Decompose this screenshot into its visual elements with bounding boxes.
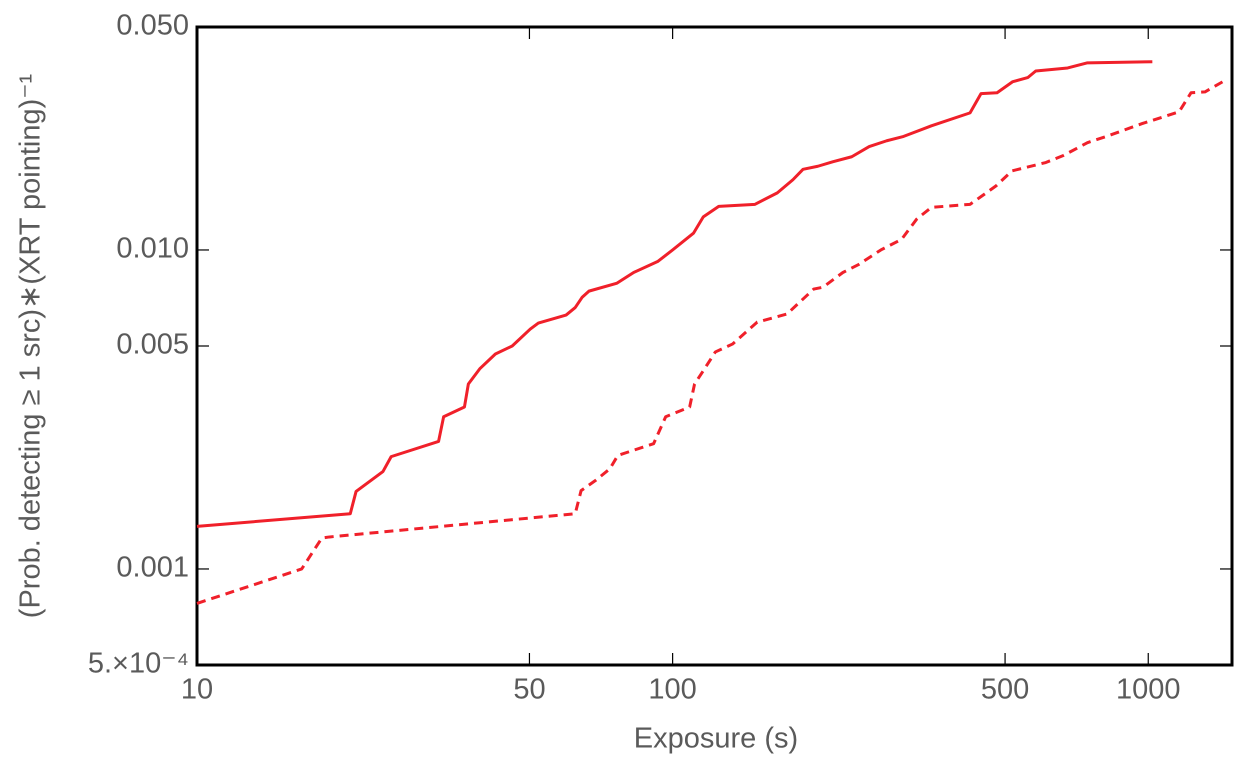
y-tick-label: 0.005 [116, 329, 189, 361]
x-tick-label: 50 [513, 674, 545, 706]
x-tick-label: 1000 [1116, 674, 1181, 706]
y-axis-label: (Prob. detecting ≥ 1 src)∗(XRT pointing)… [15, 73, 47, 618]
plot-frame [195, 25, 1234, 667]
data-line [196, 60, 1153, 528]
x-axis-label: Exposure (s) [634, 723, 798, 755]
x-tick-label: 100 [648, 674, 696, 706]
x-tick-label: 10 [181, 674, 213, 706]
y-tick-label: 5.×10⁻⁴ [88, 648, 189, 680]
y-tick-label: 0.001 [116, 552, 189, 584]
x-tick-label: 500 [981, 674, 1029, 706]
y-tick-label: 0.050 [116, 10, 189, 42]
data-line [196, 78, 1228, 605]
y-tick-label: 0.010 [116, 233, 189, 265]
